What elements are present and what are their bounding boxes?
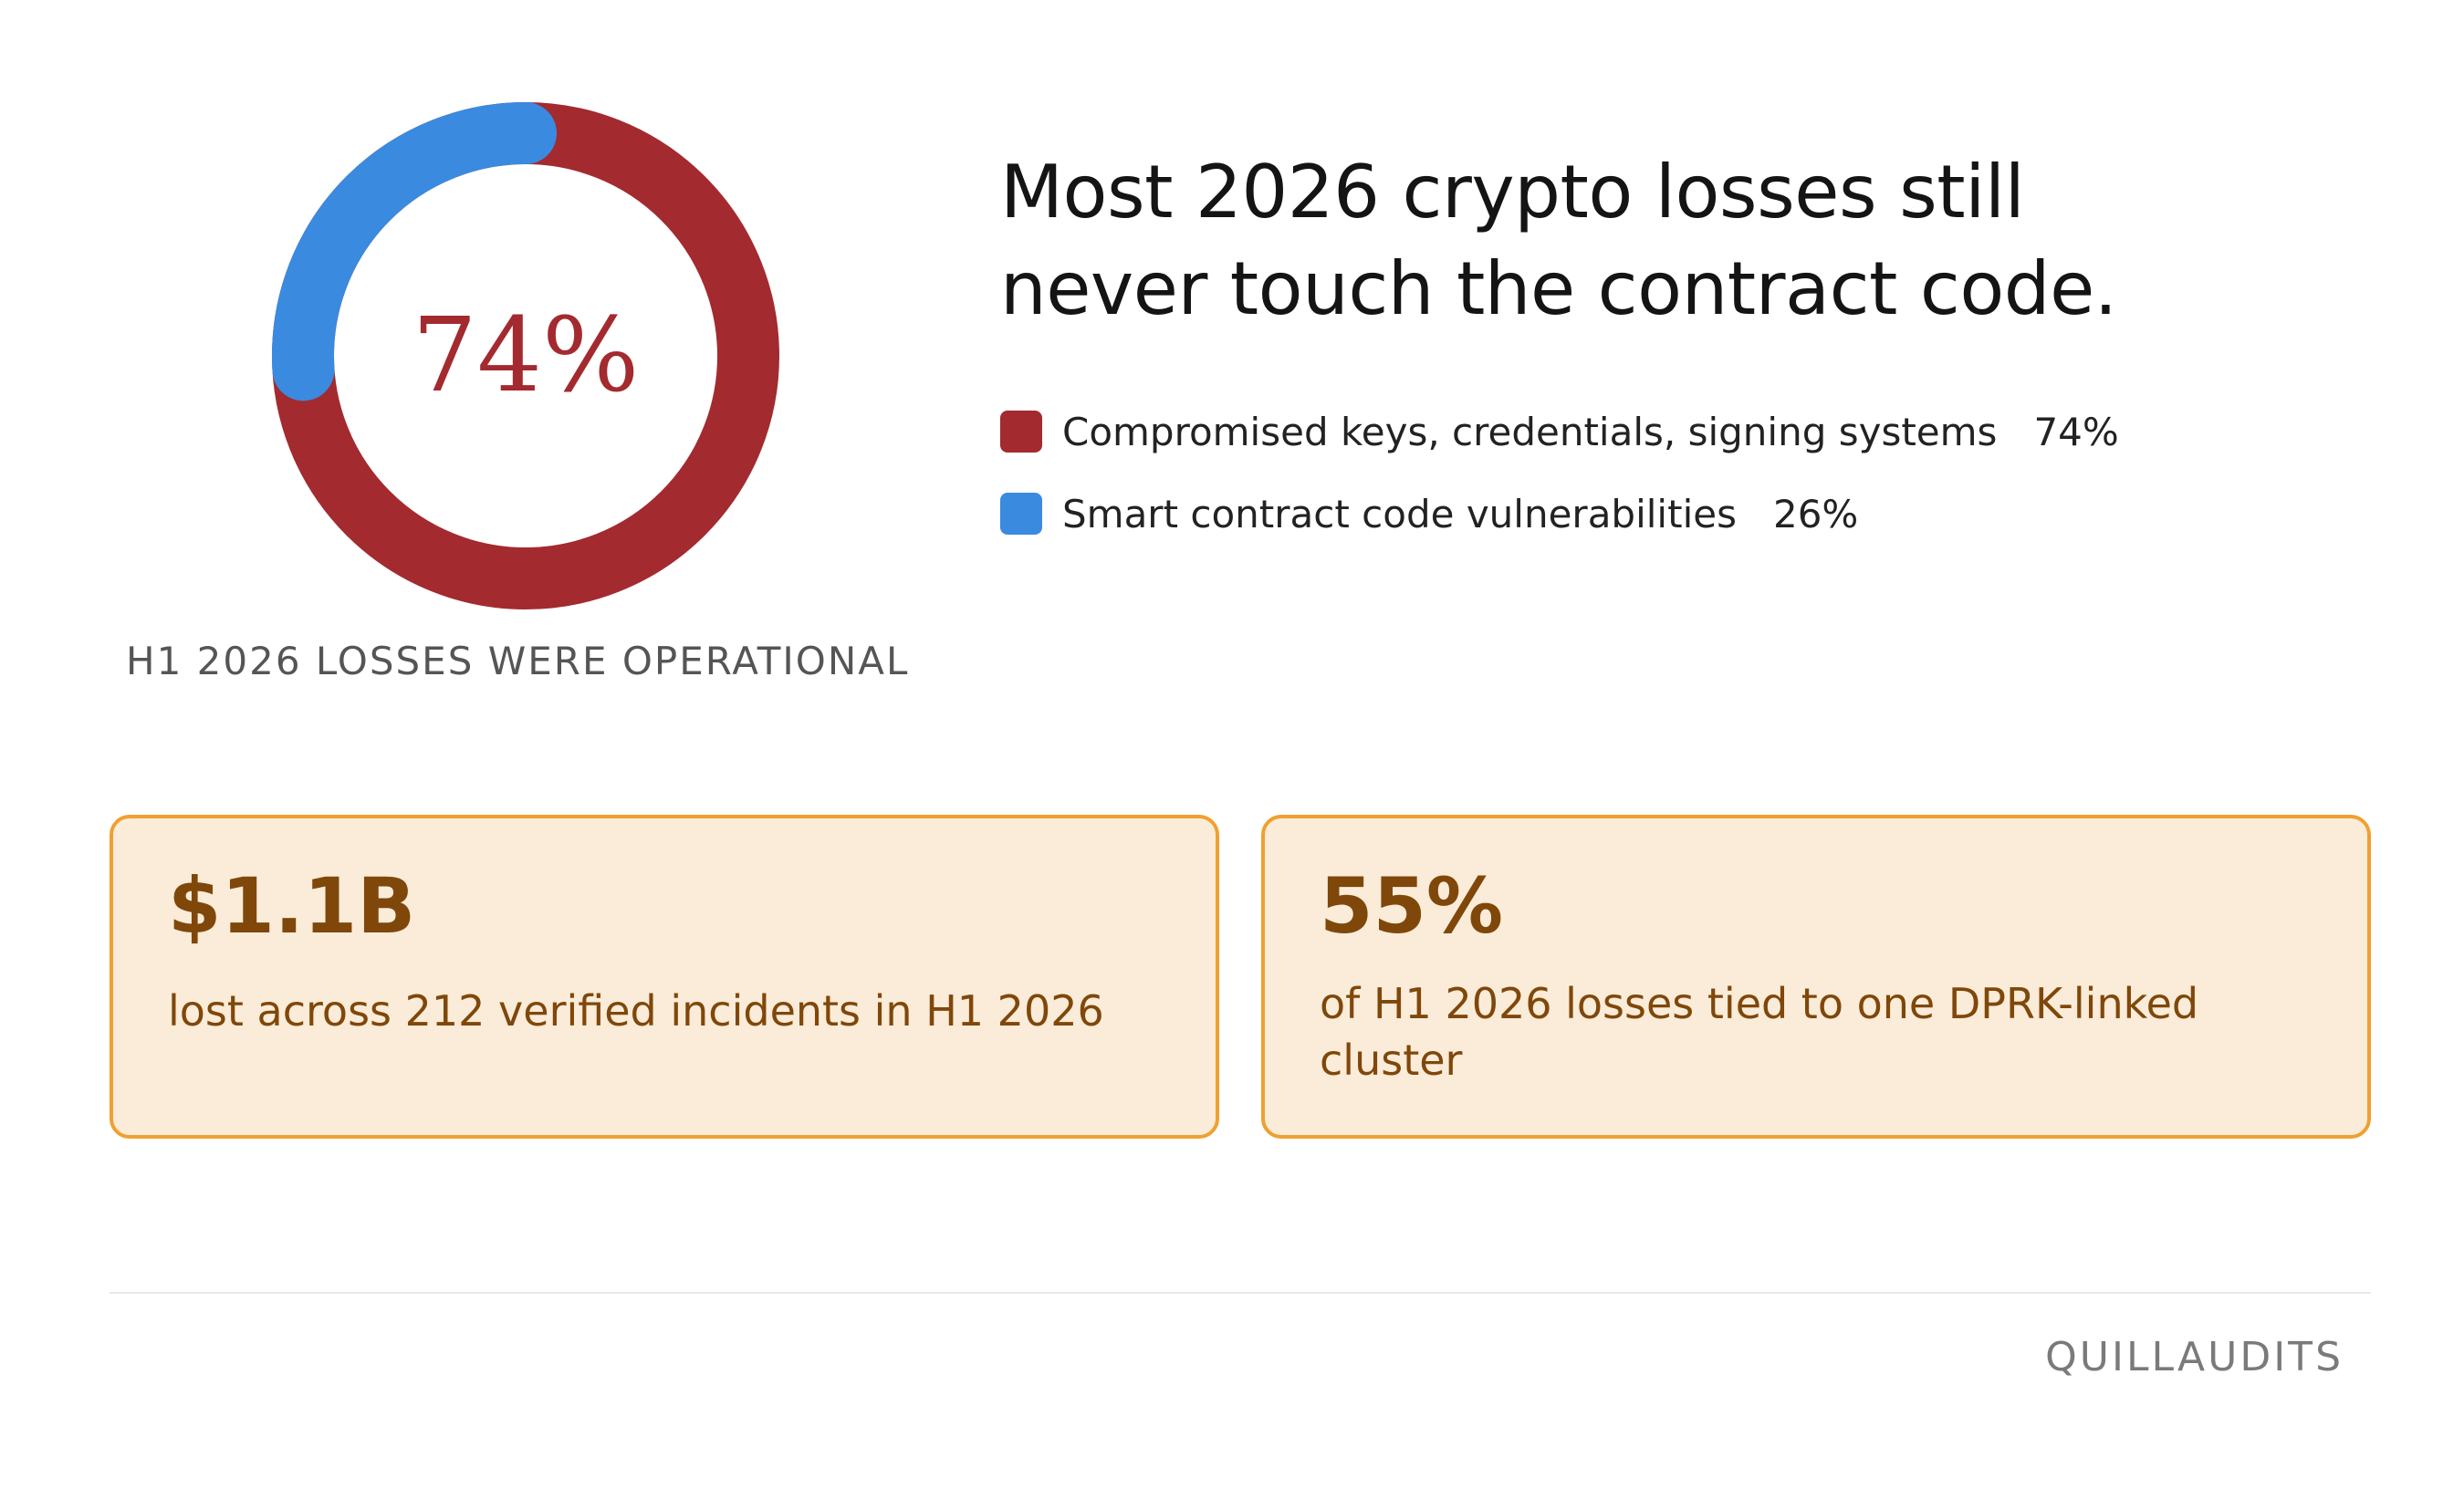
legend-item-compromised-keys: Compromised keys, credentials, signing s… <box>1000 390 2369 473</box>
stat-value: 55% <box>1320 861 1504 951</box>
stat-description: lost across 212 verified incidents in H1… <box>168 986 1104 1036</box>
donut-center-label: 74% <box>412 297 640 415</box>
stat-description: of H1 2026 losses tied to one DPRK-linke… <box>1320 979 2199 1085</box>
legend-item-smart-contract: Smart contract code vulnerabilities 26% <box>1000 473 2369 555</box>
legend-label: Compromised keys, credentials, signing s… <box>1062 409 1998 454</box>
donut-segments <box>272 102 779 609</box>
chart-legend: Compromised keys, credentials, signing s… <box>1000 390 2369 555</box>
stat-card-dprk-share: 55% of H1 2026 losses tied to one DPRK-l… <box>1261 815 2371 1139</box>
legend-value: 26% <box>1772 491 1859 536</box>
headline-line-1: Most 2026 crypto losses still <box>1000 150 2025 234</box>
donut-slice-smart-contract <box>272 102 779 609</box>
legend-value: 74% <box>2033 409 2119 454</box>
legend-label: Smart contract code vulnerabilities <box>1062 491 1737 536</box>
donut-chart: 74% <box>272 102 779 609</box>
brand-logo-text: QUILLAUDITS <box>2045 1334 2344 1380</box>
headline-line-2: never touch the contract code. <box>1000 246 2117 331</box>
footer-divider <box>110 1292 2371 1294</box>
headline: Most 2026 crypto losses still never touc… <box>1000 144 2369 338</box>
chart-caption: H1 2026 LOSSES WERE OPERATIONAL <box>126 639 910 683</box>
legend-swatch <box>1000 493 1042 535</box>
legend-swatch <box>1000 411 1042 453</box>
stat-value: $1.1B <box>168 861 416 951</box>
stat-card-total-lost: $1.1B lost across 212 verified incidents… <box>110 815 1219 1139</box>
